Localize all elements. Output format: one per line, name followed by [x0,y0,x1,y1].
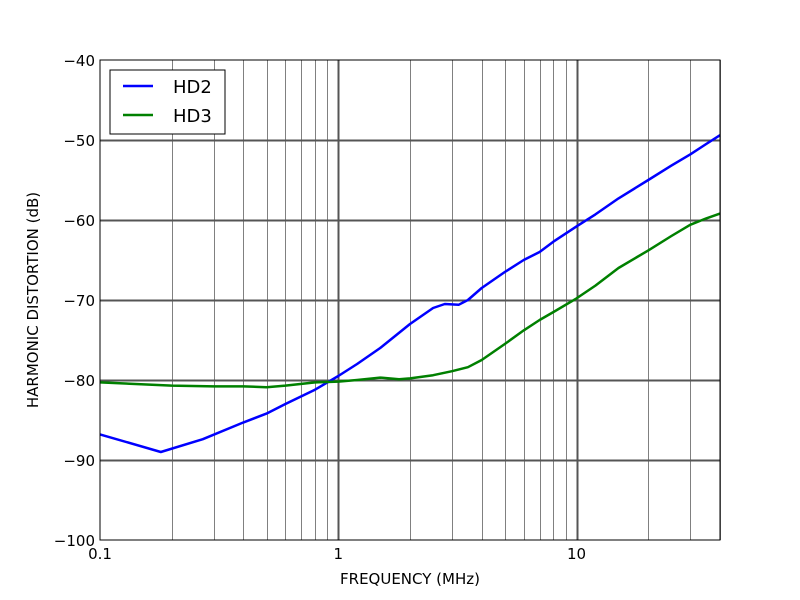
x-axis-label: FREQUENCY (MHz) [340,570,480,588]
y-axis-ticks: −40 −50 −60 −70 −80 −90 −100 [54,52,95,550]
data-series [99,134,721,454]
legend-hd2-label: HD2 [173,77,212,98]
y-tick-label: −70 [63,292,95,310]
y-axis-label: HARMONIC DISTORTION (dB) [24,192,42,408]
x-tick-label: 0.1 [88,545,112,563]
x-axis-ticks: 0.1 1 10 [88,545,586,563]
plot-area [99,59,721,541]
x-tick-label: 1 [333,545,343,563]
y-tick-label: −50 [63,132,95,150]
series-hd2-line [99,134,721,454]
series-hd3-line [99,212,721,389]
major-gridlines [100,60,720,540]
legend-hd3-label: HD3 [173,106,212,127]
legend-box [109,69,226,135]
y-tick-label: −100 [54,532,95,550]
x-tick-label: 10 [567,545,586,563]
y-tick-label: −90 [63,452,95,470]
axes-frame [99,59,721,541]
y-tick-label: −60 [63,212,95,230]
y-tick-label: −40 [63,52,95,70]
legend: HD2 HD3 [109,69,226,135]
y-tick-label: −80 [63,372,95,390]
